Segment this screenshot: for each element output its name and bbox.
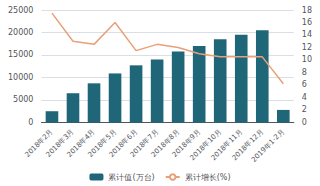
svg-text:15000: 15000 <box>8 50 33 59</box>
svg-text:4: 4 <box>302 93 307 102</box>
svg-text:18: 18 <box>302 6 312 15</box>
svg-text:2018年6月: 2018年6月 <box>107 127 139 159</box>
svg-text:10: 10 <box>302 55 312 64</box>
svg-text:0: 0 <box>302 118 307 127</box>
svg-text:2018年8月: 2018年8月 <box>149 127 181 159</box>
svg-text:6: 6 <box>302 80 307 89</box>
svg-text:2018年4月: 2018年4月 <box>65 127 97 159</box>
svg-text:2018年7月: 2018年7月 <box>128 127 160 159</box>
svg-text:累计增长(%): 累计增长(%) <box>185 173 231 182</box>
svg-text:2018年10月: 2018年10月 <box>188 127 223 163</box>
svg-text:12: 12 <box>302 43 312 52</box>
svg-text:2018年11月: 2018年11月 <box>209 127 245 163</box>
svg-text:5000: 5000 <box>13 95 33 104</box>
svg-text:8: 8 <box>302 68 307 77</box>
svg-text:16: 16 <box>302 18 312 27</box>
svg-text:0: 0 <box>28 118 33 127</box>
svg-text:10000: 10000 <box>8 73 33 82</box>
svg-text:累计值(万台): 累计值(万台) <box>108 173 154 182</box>
svg-text:25000: 25000 <box>8 6 33 15</box>
svg-text:2018年2月: 2018年2月 <box>23 127 55 159</box>
svg-text:2018年9月: 2018年9月 <box>170 127 202 159</box>
svg-text:20000: 20000 <box>8 28 33 37</box>
svg-text:2018年12月: 2018年12月 <box>230 127 266 163</box>
svg-text:2019年1-2月: 2019年1-2月 <box>250 128 286 164</box>
svg-text:2018年5月: 2018年5月 <box>86 127 118 159</box>
svg-text:14: 14 <box>302 30 312 39</box>
svg-text:2018年3月: 2018年3月 <box>44 127 76 159</box>
svg-text:2: 2 <box>302 105 307 114</box>
